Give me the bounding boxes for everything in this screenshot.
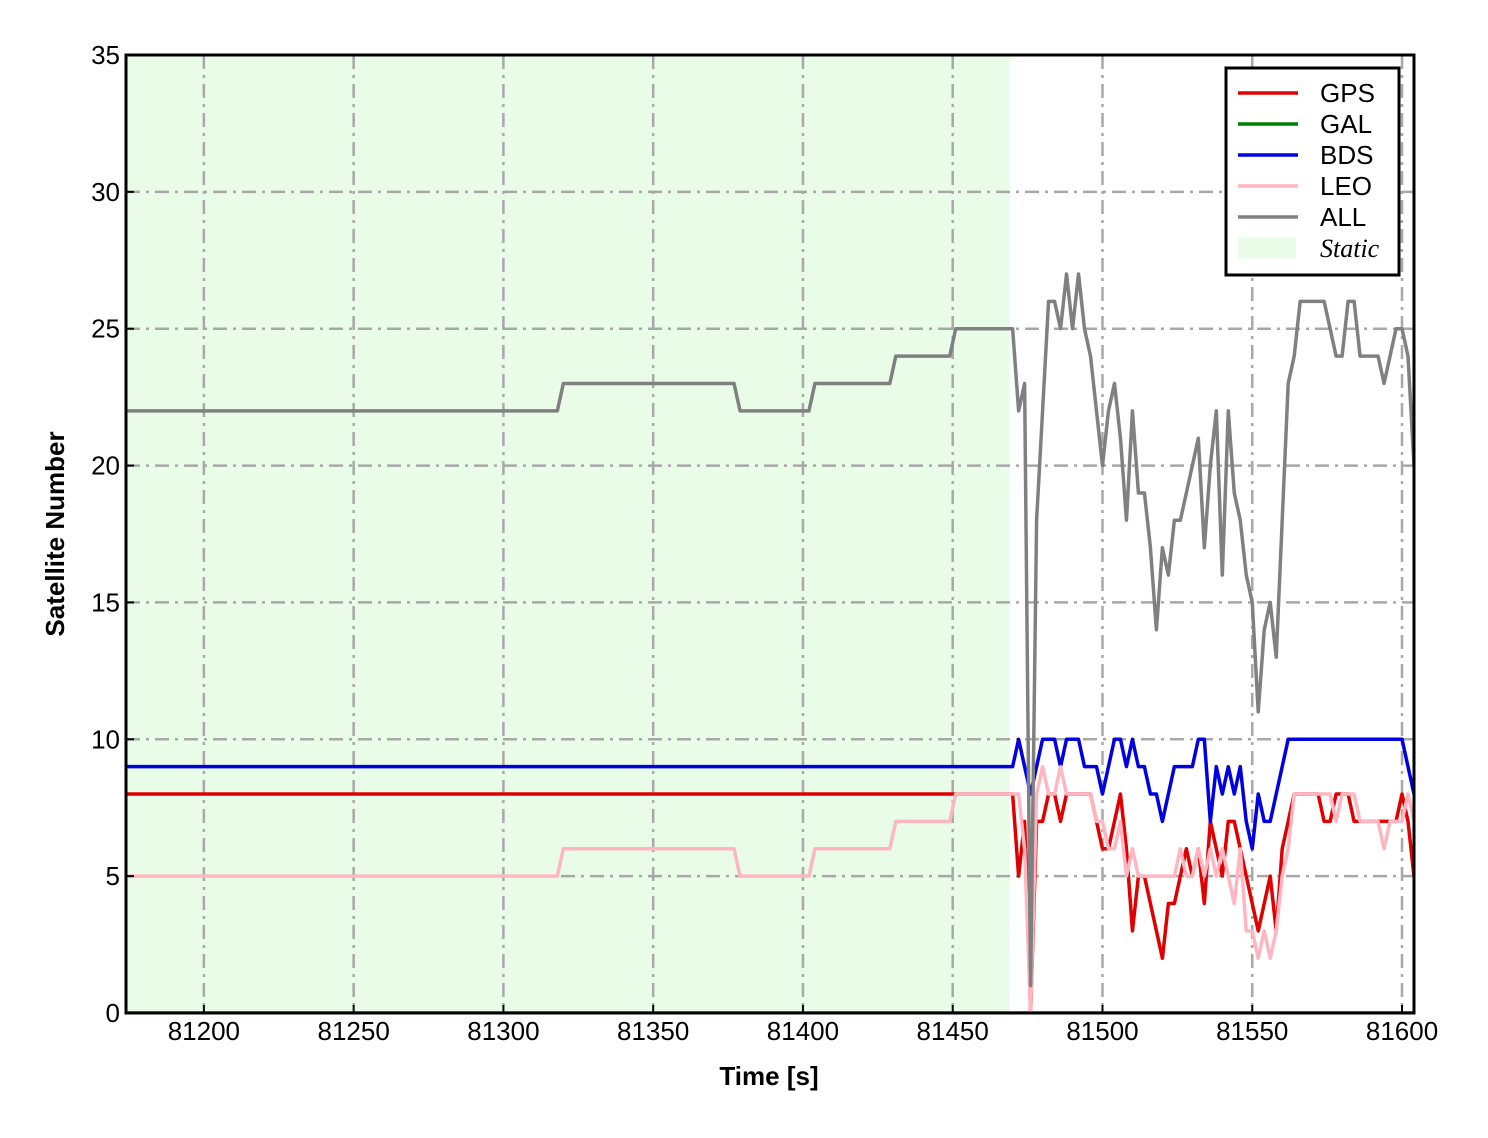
x-tick-label: 81350	[617, 1016, 689, 1046]
x-axis-label: Time [s]	[719, 1061, 818, 1091]
legend-label: GAL	[1320, 109, 1372, 139]
y-axis-label: Satellite Number	[40, 431, 70, 636]
y-tick-label: 0	[106, 998, 120, 1028]
series-line	[126, 737, 1414, 851]
x-tick-label: 81550	[1216, 1016, 1288, 1046]
legend-label: LEO	[1320, 171, 1372, 201]
x-tick-label: 81200	[168, 1016, 240, 1046]
legend-label: BDS	[1320, 140, 1373, 170]
y-tick-label: 35	[91, 40, 120, 70]
y-tick-label: 30	[91, 177, 120, 207]
axes-layer: 81200 81250 81300 81350 81400 81450 81500 81550…	[91, 40, 1438, 1046]
y-tick-label: 5	[106, 861, 120, 891]
background-layer	[126, 55, 1010, 1013]
series-line	[126, 792, 1414, 1013]
legend-swatch	[1238, 238, 1296, 258]
x-tick-label: 81250	[317, 1016, 389, 1046]
x-tick-label: 81500	[1066, 1016, 1138, 1046]
x-tick-label: 81300	[467, 1016, 539, 1046]
y-tick-label: 15	[91, 587, 120, 617]
series-line	[126, 764, 1414, 1013]
y-tick-label: 20	[91, 451, 120, 481]
plot-frame	[124, 53, 1416, 1015]
lines-layer	[126, 272, 1414, 1013]
legend-label: ALL	[1320, 202, 1366, 232]
x-tick-label: 81600	[1366, 1016, 1438, 1046]
x-tick-label: 81400	[767, 1016, 839, 1046]
legend-label: GPS	[1320, 78, 1375, 108]
y-tick-label: 25	[91, 314, 120, 344]
y-tick-label: 10	[91, 724, 120, 754]
series-line	[126, 272, 1414, 988]
static-region	[126, 55, 1010, 1013]
x-tick-label: 81450	[917, 1016, 989, 1046]
legend-label: Static	[1320, 234, 1380, 263]
